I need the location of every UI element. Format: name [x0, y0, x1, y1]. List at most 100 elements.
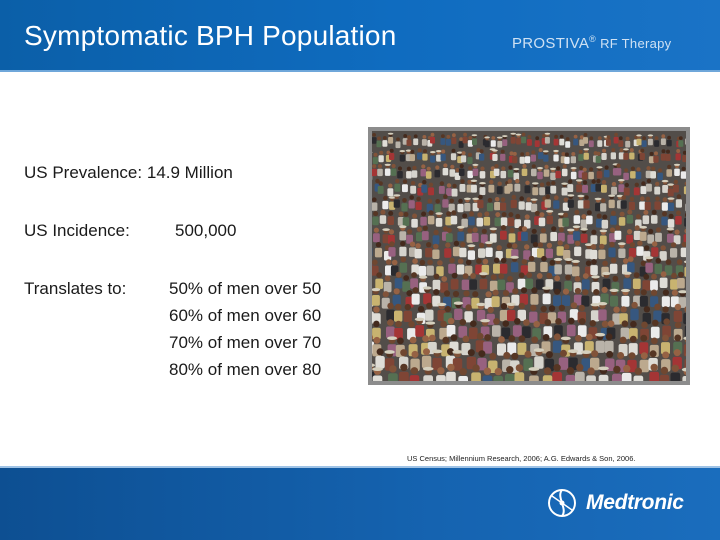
crowd-figure-body [428, 187, 434, 196]
crowd-figure-head [389, 365, 397, 373]
crowd-figure-hat [561, 182, 568, 185]
crowd-figure-body [572, 266, 580, 277]
crowd-figure-body [452, 246, 461, 257]
crowd-figure-head [441, 149, 446, 154]
crowd-figure-body [553, 295, 562, 307]
crowd-figure-body [375, 356, 385, 369]
list-item: 70% of men over 70 [169, 333, 322, 352]
crowd-figure-head [539, 212, 545, 218]
crowd-figure-body [510, 199, 517, 209]
crowd-figure-body [618, 140, 624, 147]
crowd-figure-hat [372, 288, 381, 292]
crowd-figure-head [665, 259, 672, 265]
crowd-figure-head [515, 178, 520, 184]
crowd-figure-head [459, 318, 467, 326]
crowd-figure-body [517, 342, 527, 355]
crowd-figure-body [479, 171, 486, 179]
crowd-figure-body [401, 203, 408, 212]
crowd-figure-head [651, 289, 658, 296]
crowd-figure-body [632, 278, 641, 289]
crowd-figure-body [500, 230, 507, 240]
crowd-figure-head [493, 257, 500, 264]
crowd-figure-body [646, 183, 652, 192]
crowd-figure-body [558, 357, 569, 370]
crowd-figure-body [517, 309, 526, 321]
crowd-figure-hat [422, 366, 434, 371]
crowd-figure-body [639, 295, 648, 307]
crowd-figure-body [480, 234, 488, 244]
crowd-figure-body [654, 186, 661, 195]
crowd-figure-head [545, 194, 551, 199]
crowd-figure-body [650, 326, 660, 339]
crowd-figure-head [446, 227, 452, 233]
crowd-figure-body [629, 152, 635, 160]
crowd-figure-body [402, 184, 408, 193]
crowd-figure-head [526, 197, 531, 202]
crowd-figure-hat [418, 275, 428, 279]
crowd-figure-body [610, 216, 617, 225]
crowd-figure-body [573, 138, 579, 146]
crowd-figure-head [518, 272, 525, 279]
crowd-figure-body [457, 231, 465, 241]
crowd-figure-body [497, 343, 506, 356]
crowd-figure-head [574, 276, 581, 282]
crowd-figure-head [525, 151, 530, 156]
crowd-figure-body [613, 136, 619, 144]
crowd-figure-body [483, 341, 493, 354]
crowd-figure-body [609, 233, 616, 243]
crowd-figure-body [454, 172, 461, 180]
crowd-figure-head [553, 333, 561, 341]
crowd-figure-head [602, 148, 607, 153]
crowd-figure-head [428, 182, 434, 187]
crowd-figure-body [524, 156, 531, 164]
crowd-figure-body [448, 263, 456, 274]
crowd-figure-head [487, 306, 494, 314]
crowd-figure-head [640, 334, 648, 342]
crowd-figure-head [398, 211, 404, 217]
crowd-figure-head [582, 167, 587, 172]
crowd-figure-head [609, 241, 615, 248]
crowd-figure-head [531, 150, 536, 155]
crowd-figure-body [583, 152, 589, 160]
crowd-figure-body [530, 294, 539, 305]
crowd-figure-body [402, 281, 411, 292]
crowd-figure-body [642, 215, 650, 225]
crowd-figure-hat [567, 349, 579, 354]
crowd-figure-hat [533, 348, 545, 352]
crowd-figure-body [667, 202, 675, 211]
crowd-figure-head [514, 318, 521, 325]
crowd-figure-head [576, 363, 584, 372]
crowd-figure-head [553, 364, 561, 372]
crowd-figure-body [388, 137, 394, 144]
crowd-figure-head [605, 333, 613, 341]
crowd-figure-hat [644, 256, 654, 260]
crowd-figure-body [620, 327, 630, 340]
crowd-figure-body [450, 153, 457, 161]
crowd-figure-body [383, 281, 392, 293]
crowd-figure-body [476, 217, 483, 227]
crowd-figure-head [450, 164, 455, 169]
crowd-figure-head [660, 245, 666, 251]
crowd-figure-body [590, 265, 598, 276]
crowd-figure-body [432, 279, 441, 291]
crowd-figure-head [631, 301, 638, 309]
crowd-figure-body [590, 249, 598, 260]
crowd-figure-head [451, 148, 456, 153]
crowd-figure-head [619, 336, 627, 344]
crowd-figure-body [467, 170, 473, 179]
crowd-figure-body [582, 185, 588, 193]
crowd-figure-body [623, 187, 630, 196]
crowd-figure-body [554, 264, 562, 275]
crowd-figure-body [472, 168, 479, 176]
crowd-figure-head [678, 271, 684, 278]
crowd-figure-hat [382, 228, 390, 231]
crowd-figure-head [531, 287, 538, 294]
crowd-figure-head [470, 273, 476, 279]
crowd-figure-body [471, 372, 481, 381]
crowd-figure-head [532, 241, 539, 248]
crowd-figure-head [380, 209, 386, 215]
crowd-figure-head [487, 197, 493, 203]
crowd-figure-body [653, 310, 662, 322]
crowd-figure-head [372, 259, 378, 266]
crowd-figure-head [493, 318, 500, 325]
